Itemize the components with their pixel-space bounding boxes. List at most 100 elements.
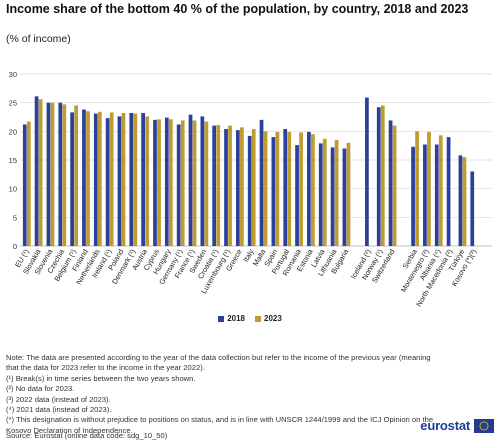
bar-2018 bbox=[70, 112, 74, 246]
bar-2023 bbox=[240, 127, 244, 246]
grid-lines bbox=[20, 73, 492, 247]
logo-text: eurostat bbox=[420, 418, 470, 433]
bar-2023 bbox=[438, 135, 443, 246]
note-4: (⁴) 2021 data (instead of 2023). bbox=[6, 405, 112, 415]
y-tick-label: 5 bbox=[13, 213, 17, 222]
legend-label-2018: 2018 bbox=[227, 314, 245, 323]
bar-2018 bbox=[46, 102, 51, 246]
legend-label-2023: 2023 bbox=[264, 314, 282, 323]
bar-2018 bbox=[235, 130, 240, 246]
bar-2018 bbox=[105, 118, 110, 246]
bar-2018 bbox=[224, 129, 228, 246]
bar-2018 bbox=[212, 125, 217, 246]
eu-flag-icon bbox=[474, 418, 494, 433]
bar-2023 bbox=[145, 116, 150, 247]
bar-2023 bbox=[86, 111, 90, 247]
bar-2018 bbox=[247, 135, 252, 246]
y-tick-label: 25 bbox=[9, 99, 17, 108]
bar-2018 bbox=[271, 137, 276, 246]
source-line: Source: Eurostat (online data code: sdg_… bbox=[6, 431, 168, 440]
bar-2023 bbox=[168, 119, 173, 246]
chart-title: Income share of the bottom 40 % of the p… bbox=[6, 2, 469, 16]
bars bbox=[22, 96, 475, 247]
bar-2018 bbox=[342, 148, 347, 246]
chart-legend: 2018 2023 bbox=[0, 314, 500, 323]
bar-2018 bbox=[164, 117, 169, 246]
legend-swatch-2018 bbox=[218, 315, 225, 322]
chart-subtitle: (% of income) bbox=[6, 33, 71, 45]
bar-2018 bbox=[141, 112, 146, 247]
bar-2018 bbox=[283, 129, 288, 246]
bar-2018 bbox=[82, 109, 86, 246]
bar-2023 bbox=[109, 112, 114, 246]
bar-2018 bbox=[458, 155, 463, 246]
bar-2023 bbox=[50, 102, 55, 246]
bar-2018 bbox=[176, 124, 181, 246]
bar-chart: 0 5 10 15 20 25 30 EU (¹)SlovakiaSloveniaCzech… bbox=[9, 70, 492, 309]
bar-2023 bbox=[322, 138, 327, 246]
bar-2023 bbox=[157, 119, 161, 246]
bar-2018 bbox=[446, 137, 451, 246]
eurostat-logo: eurostat bbox=[420, 418, 494, 433]
note-2: (²) No data for 2023. bbox=[6, 384, 75, 394]
bar-2023 bbox=[192, 120, 197, 246]
y-tick-label: 15 bbox=[9, 156, 17, 165]
note-3: (³) 2022 data (instead of 2023). bbox=[6, 394, 111, 404]
bar-2023 bbox=[121, 112, 126, 247]
y-tick-label: 20 bbox=[9, 127, 17, 136]
bar-2023 bbox=[38, 99, 43, 246]
bar-2023 bbox=[415, 131, 419, 246]
bar-2023 bbox=[392, 125, 397, 246]
bar-2018 bbox=[117, 116, 122, 247]
bar-2018 bbox=[318, 143, 323, 246]
bar-2018 bbox=[22, 124, 27, 246]
bar-2018 bbox=[153, 119, 157, 246]
bar-2018 bbox=[34, 96, 39, 246]
note-kosovo: (*) This designation is without prejudic… bbox=[6, 415, 434, 435]
bar-2023 bbox=[299, 132, 303, 246]
y-tick-label: 0 bbox=[13, 242, 17, 251]
bar-2023 bbox=[346, 142, 351, 246]
bar-2023 bbox=[427, 131, 431, 246]
bar-2023 bbox=[311, 134, 315, 246]
note-1: (¹) Break(s) in time series between the … bbox=[6, 373, 196, 383]
bar-2018 bbox=[411, 146, 415, 246]
legend-swatch-2023 bbox=[255, 315, 261, 322]
bar-2018 bbox=[365, 97, 369, 246]
bar-2018 bbox=[259, 119, 264, 246]
bar-2023 bbox=[204, 121, 209, 246]
legend-item-2023: 2023 bbox=[255, 314, 282, 323]
bar-2018 bbox=[376, 107, 381, 246]
bar-2023 bbox=[26, 121, 31, 246]
bar-2018 bbox=[470, 171, 475, 246]
bar-2018 bbox=[434, 144, 439, 246]
bar-2018 bbox=[388, 120, 393, 246]
chart-notes: Note: The data are presented according t… bbox=[6, 353, 436, 436]
bar-2023 bbox=[74, 105, 78, 246]
bar-2018 bbox=[307, 131, 311, 246]
bar-2018 bbox=[93, 113, 98, 246]
bar-2023 bbox=[180, 120, 185, 246]
bar-2023 bbox=[228, 125, 232, 246]
bar-2018 bbox=[188, 114, 193, 247]
bar-2023 bbox=[251, 129, 256, 246]
bar-2023 bbox=[380, 105, 385, 246]
y-axis-ticks: 0 5 10 15 20 25 30 bbox=[9, 70, 17, 251]
bar-2023 bbox=[334, 139, 339, 246]
bar-2023 bbox=[133, 113, 138, 246]
bar-2023 bbox=[216, 125, 221, 246]
bar-2023 bbox=[263, 131, 268, 246]
y-tick-label: 30 bbox=[9, 70, 17, 79]
legend-item-2018: 2018 bbox=[218, 314, 245, 323]
bar-2018 bbox=[423, 144, 427, 246]
bar-2018 bbox=[295, 145, 299, 246]
bar-2023 bbox=[287, 131, 292, 246]
bar-2023 bbox=[62, 104, 67, 246]
bar-2018 bbox=[58, 102, 63, 246]
note-main: Note: The data are presented according t… bbox=[6, 353, 431, 373]
bar-2023 bbox=[275, 131, 280, 246]
bar-2023 bbox=[97, 111, 102, 246]
bar-2018 bbox=[129, 112, 134, 247]
bar-2018 bbox=[330, 147, 335, 246]
